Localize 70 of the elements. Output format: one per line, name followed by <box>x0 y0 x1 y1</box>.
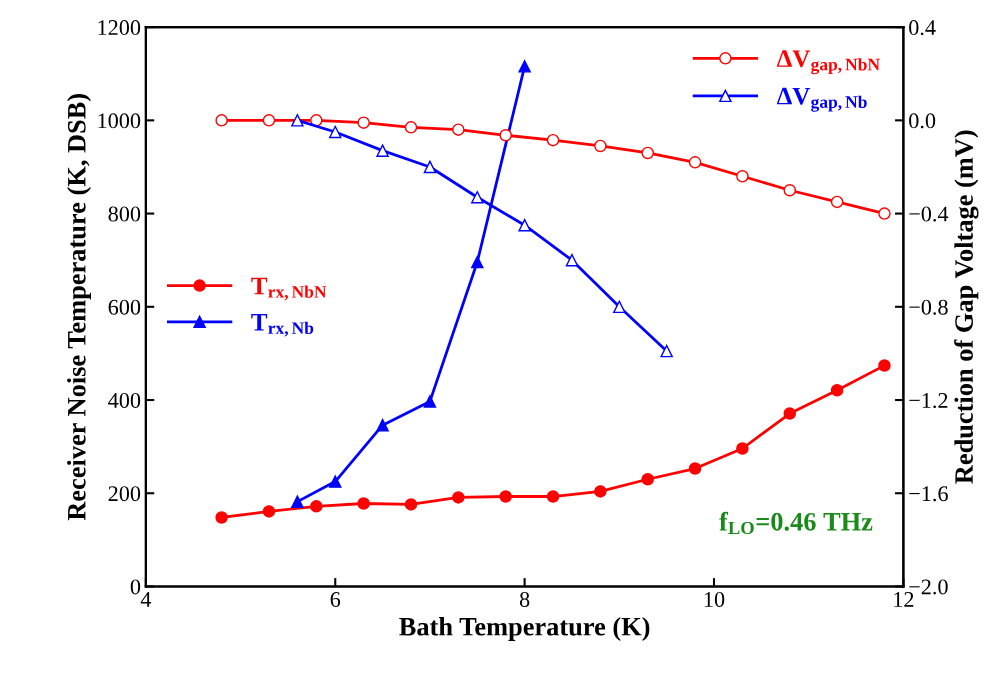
point <box>215 511 228 524</box>
point <box>471 255 484 269</box>
x-tick-label: 6 <box>330 592 341 607</box>
point <box>215 114 228 127</box>
point <box>613 300 626 314</box>
point <box>518 218 531 232</box>
legend-label: ΔV$_{gap,NbN}$ <box>776 50 880 75</box>
point <box>404 121 418 134</box>
point <box>376 418 389 432</box>
point <box>736 170 749 183</box>
y-axis-title: Receiver Noise Temperature (K, DSB) <box>67 94 92 521</box>
y2-tick-label: −1.2 <box>909 393 948 409</box>
point <box>878 207 891 220</box>
legend-label: T$_{rx,Nb}$ <box>251 314 314 337</box>
point <box>783 407 797 420</box>
point <box>641 473 654 486</box>
x-tick-label: 4 <box>140 592 152 607</box>
point <box>546 133 560 147</box>
point <box>518 60 531 73</box>
y-tick-label: 200 <box>108 486 141 502</box>
x-tick-label: 10 <box>704 591 725 607</box>
point <box>291 495 304 508</box>
point <box>357 116 370 129</box>
point <box>594 139 607 153</box>
point <box>376 144 389 157</box>
point <box>688 156 702 169</box>
annotation: f$_{LO}$=0.46 THz <box>719 511 873 535</box>
legend-label: ΔV$_{gap,Nb}$ <box>776 87 867 112</box>
point <box>641 146 654 160</box>
point <box>328 475 342 488</box>
point <box>783 184 797 197</box>
point <box>688 462 702 475</box>
point <box>471 191 484 204</box>
y2-axis-title: Reduction of Gap Voltage (mV) <box>954 130 979 484</box>
point <box>452 491 465 504</box>
y2-tick-label: −1.6 <box>909 486 948 502</box>
y2-tick-label: −0.4 <box>909 206 949 222</box>
point <box>310 500 323 513</box>
point <box>736 442 749 455</box>
y-tick-label: 1200 <box>98 20 141 36</box>
y-tick-label: 0 <box>130 579 141 595</box>
y2-tick-label: −0.8 <box>909 299 948 315</box>
point <box>357 497 370 510</box>
point <box>660 344 673 358</box>
point <box>830 383 844 397</box>
point <box>262 505 276 518</box>
point <box>878 359 891 372</box>
point <box>291 114 304 127</box>
point <box>499 490 512 503</box>
legend-label: T$_{rx,NbN}$ <box>251 277 327 301</box>
point <box>423 395 437 408</box>
point <box>499 129 512 142</box>
x-axis-title: Bath Temperature (K) <box>399 617 650 641</box>
y-tick-label: 1000 <box>98 113 141 129</box>
point <box>328 125 342 139</box>
point <box>423 160 437 174</box>
x-tick-label: 8 <box>519 591 530 607</box>
point <box>594 485 607 498</box>
y-tick-label: 600 <box>108 299 141 315</box>
point <box>310 114 323 127</box>
point <box>262 114 276 127</box>
point <box>452 123 465 136</box>
y2-tick-label: 0.0 <box>909 113 936 129</box>
point <box>830 195 844 209</box>
point <box>546 490 560 503</box>
point <box>404 498 418 511</box>
y2-tick-label: 0.4 <box>909 20 936 36</box>
y-tick-label: 800 <box>108 206 141 222</box>
point <box>565 253 579 267</box>
y-tick-label: 400 <box>108 392 141 408</box>
